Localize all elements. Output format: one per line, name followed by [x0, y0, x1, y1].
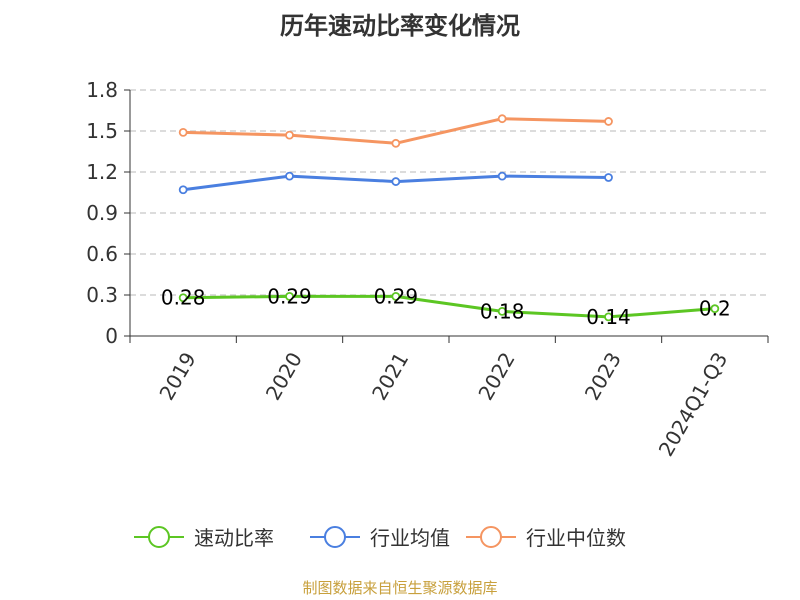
- x-tick-label: 2019: [154, 348, 200, 404]
- data-labels: 0.28 0.29 0.29 0.18 0.14 0.2: [161, 284, 731, 329]
- data-point: [497, 171, 507, 181]
- x-tick-label: 2022: [473, 348, 519, 404]
- data-label: 0.18: [480, 299, 525, 323]
- legend-marker: [148, 526, 170, 548]
- data-point: [604, 117, 613, 126]
- data-label: 0.28: [161, 286, 206, 310]
- data-point: [178, 293, 188, 303]
- data-label: 0.29: [374, 284, 419, 308]
- data-point: [285, 291, 294, 301]
- data-point: [285, 130, 294, 140]
- data-label: 0.29: [267, 284, 312, 308]
- y-tick-label: 0.9: [86, 201, 118, 225]
- x-tick-label: 2020: [261, 348, 307, 404]
- data-point: [710, 304, 720, 314]
- y-tick-label: 1.5: [86, 119, 118, 143]
- legend-label: 速动比率: [194, 526, 274, 550]
- data-point: [497, 306, 507, 316]
- source-note: 制图数据来自恒生聚源数据库: [302, 579, 497, 597]
- y-tick-label: 1.8: [86, 78, 118, 102]
- legend-label: 行业中位数: [526, 526, 626, 550]
- chart-title: 历年速动比率变化情况: [280, 12, 520, 40]
- data-point: [391, 138, 401, 148]
- data-point: [604, 173, 613, 182]
- y-tick-label: 0.6: [86, 242, 118, 266]
- y-tick-label: 1.2: [86, 160, 118, 184]
- legend-label: 行业均值: [370, 526, 450, 550]
- x-tick-label: 2021: [367, 348, 413, 404]
- legend-marker: [480, 526, 502, 548]
- legend: 速动比率 行业均值 行业中位数: [134, 526, 626, 550]
- data-point: [391, 291, 401, 301]
- series-line: [183, 294, 715, 319]
- data-point: [285, 171, 294, 181]
- data-point: [391, 177, 401, 186]
- y-tick-label: 0.3: [86, 283, 118, 307]
- data-label: 0.2: [699, 297, 731, 321]
- data-point: [497, 114, 507, 124]
- y-tick-label: 0: [105, 324, 118, 348]
- x-tick-label: 2023: [580, 348, 626, 404]
- data-point: [178, 185, 188, 195]
- data-label: 0.14: [586, 305, 631, 329]
- series-layer: [178, 114, 720, 322]
- grid-lines: [130, 89, 768, 296]
- data-point: [178, 127, 188, 137]
- data-point: [604, 312, 613, 322]
- legend-marker: [324, 526, 346, 548]
- x-tick-label: 2024Q1-Q3: [654, 348, 733, 460]
